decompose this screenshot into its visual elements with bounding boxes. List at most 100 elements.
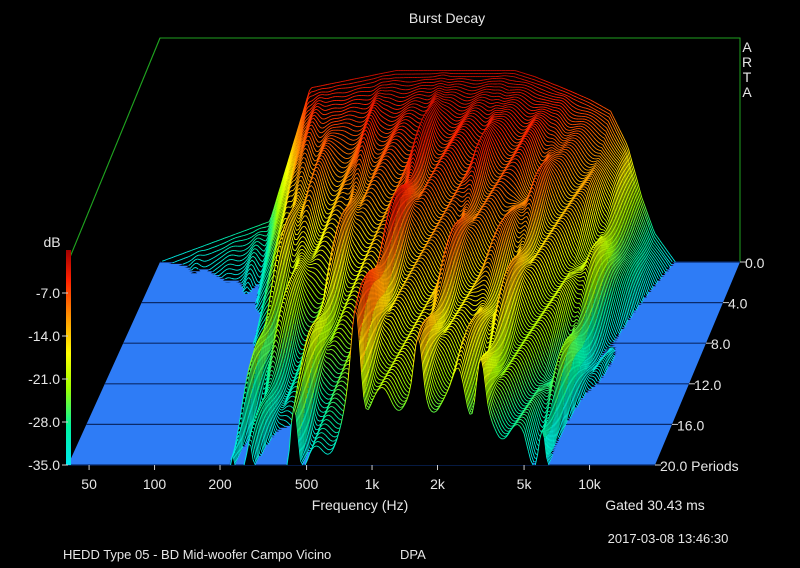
slice-segment <box>494 101 497 104</box>
slice-segment <box>408 106 412 109</box>
slice-segment <box>328 87 331 89</box>
slice-segment <box>529 105 533 108</box>
slice-segment <box>548 87 552 90</box>
slice-segment <box>235 259 238 262</box>
slice-segment <box>354 85 357 88</box>
slice-segment <box>362 80 365 82</box>
slice-segment <box>503 77 506 80</box>
slice-segment <box>288 168 292 176</box>
slice-segment <box>312 111 316 114</box>
slice-segment <box>621 154 625 161</box>
slice-segment <box>320 100 324 103</box>
slice-segment <box>466 93 469 95</box>
slice-segment <box>560 89 564 92</box>
slice-segment <box>261 262 265 268</box>
slice-segment <box>560 105 563 109</box>
slice-segment <box>259 237 262 240</box>
slice-segment <box>349 90 352 93</box>
slice-segment <box>277 193 281 202</box>
slice-segment <box>596 112 600 115</box>
slice-segment <box>377 85 381 88</box>
slice-segment <box>613 137 617 143</box>
slice-segment <box>254 229 258 232</box>
slice-segment <box>263 226 267 228</box>
slice-segment <box>358 87 361 89</box>
slice-segment <box>250 242 253 246</box>
slice-segment <box>250 246 254 251</box>
slice-segment <box>544 83 548 86</box>
slice-segment <box>501 93 505 96</box>
slice-segment <box>442 86 446 88</box>
slice-segment <box>426 102 429 105</box>
slice-segment <box>464 92 467 94</box>
slice-segment <box>507 97 510 99</box>
slice-segment <box>533 79 537 81</box>
slice-segment <box>241 258 245 261</box>
slice-segment <box>484 81 488 83</box>
slice-segment <box>260 259 263 263</box>
slice-segment <box>592 119 595 122</box>
slice-segment <box>523 90 526 92</box>
slice-segment <box>241 250 244 252</box>
slice-segment <box>362 76 366 78</box>
slice-segment <box>366 103 369 105</box>
slice-segment <box>201 260 205 262</box>
slice-segment <box>326 105 330 107</box>
slice-segment <box>217 253 221 256</box>
slice-segment <box>343 166 346 169</box>
slice-segment <box>290 154 294 162</box>
slice-segment <box>559 86 562 88</box>
slice-segment <box>656 239 660 244</box>
slice-segment <box>193 255 197 259</box>
slice-segment <box>315 95 319 98</box>
slice-segment <box>263 254 267 263</box>
slice-segment <box>579 101 583 104</box>
slice-segment <box>547 84 550 87</box>
slice-segment <box>597 120 601 123</box>
slice-segment <box>568 89 571 92</box>
slice-segment <box>614 120 618 126</box>
slice-segment <box>658 264 662 270</box>
slice-segment <box>627 179 631 190</box>
slice-segment <box>380 81 384 84</box>
slice-segment <box>445 78 448 80</box>
slice-segment <box>313 97 317 100</box>
slice-segment <box>561 94 564 97</box>
slice-segment <box>461 84 464 86</box>
slice-segment <box>503 103 506 105</box>
slice-segment <box>203 249 207 251</box>
slice-segment <box>605 111 608 114</box>
slice-segment <box>328 97 331 99</box>
slice-segment <box>441 82 444 85</box>
slice-segment <box>530 81 534 84</box>
slice-segment <box>356 85 360 87</box>
slice-segment <box>668 252 672 257</box>
slice-segment <box>226 268 230 270</box>
slice-segment <box>179 258 182 261</box>
slice-segment <box>633 192 637 202</box>
slice-segment <box>439 87 443 90</box>
slice-segment <box>230 250 233 252</box>
slice-segment <box>626 185 630 197</box>
slice-segment <box>257 228 260 231</box>
slice-segment <box>406 95 409 98</box>
slice-segment <box>329 111 333 114</box>
slice-segment <box>544 93 548 96</box>
slice-segment <box>466 82 470 84</box>
slice-segment <box>502 90 505 93</box>
slice-segment <box>309 107 313 111</box>
slice-segment <box>388 128 391 130</box>
slice-segment <box>563 87 567 90</box>
slice-segment <box>340 110 344 112</box>
slice-segment <box>597 132 601 136</box>
slice-segment <box>275 201 279 210</box>
slice-segment <box>377 76 381 78</box>
slice-segment <box>352 95 355 98</box>
slice-segment <box>222 237 225 240</box>
slice-segment <box>338 81 341 83</box>
frame-diagonal <box>67 37 161 263</box>
slice-segment <box>465 88 468 91</box>
slice-segment <box>528 89 532 92</box>
slice-segment <box>240 267 243 270</box>
slice-segment <box>206 243 210 246</box>
